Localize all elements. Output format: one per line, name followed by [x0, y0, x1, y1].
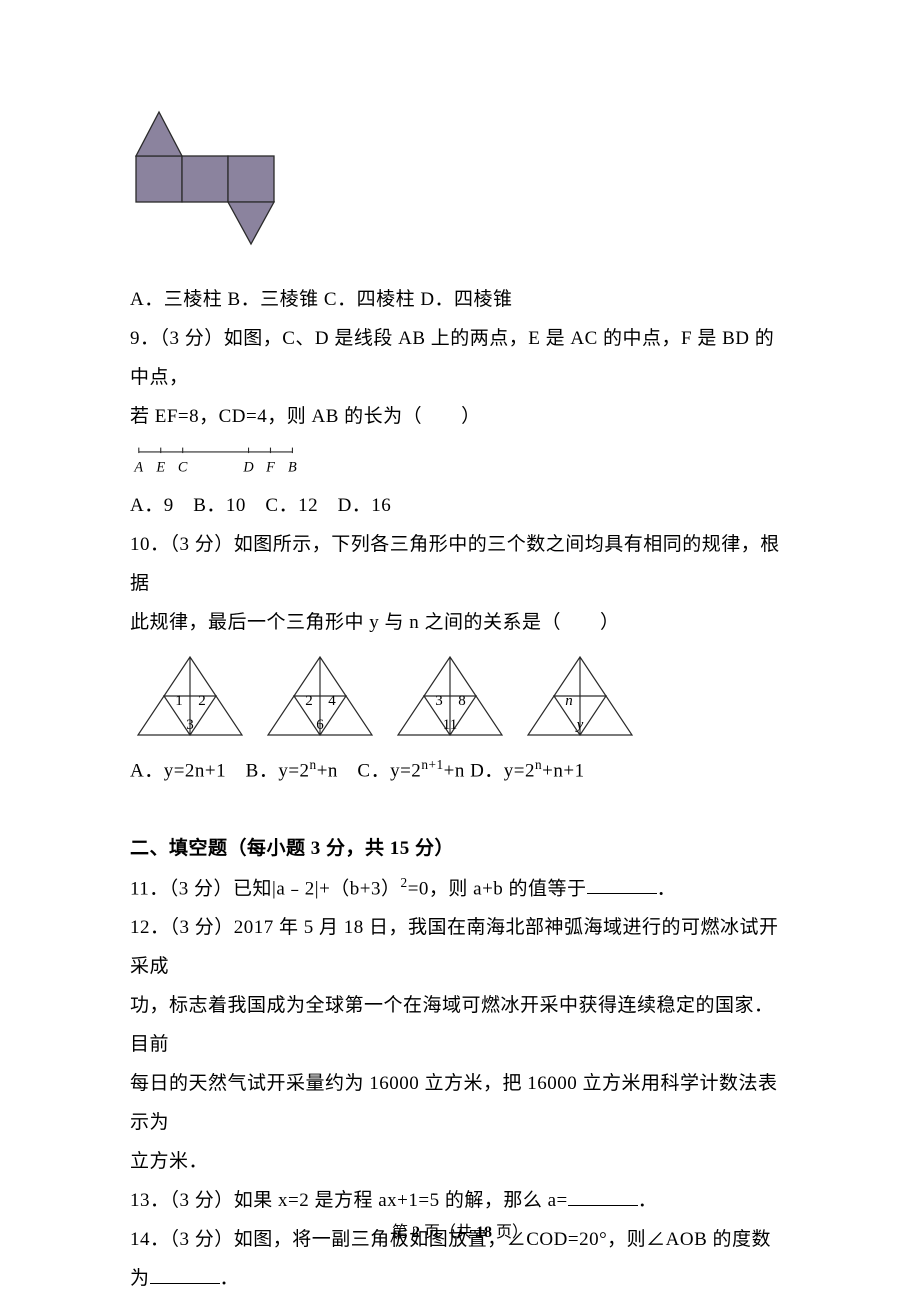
- triangle-4-svg: ny: [520, 649, 640, 745]
- svg-text:3: 3: [435, 693, 443, 709]
- q9-line2: 若 EF=8，CD=4，则 AB 的长为（ ）: [130, 398, 790, 437]
- triangle-2-svg: 246: [260, 649, 380, 745]
- svg-text:8: 8: [458, 693, 466, 709]
- q14-prefix: 为: [130, 1268, 150, 1289]
- q10c-a2: +n C．y=2: [317, 760, 422, 781]
- q11-p2: =0，则 a+b 的值等于: [408, 878, 587, 899]
- q11-blank[interactable]: [587, 874, 657, 894]
- q10c-sup1: n: [310, 757, 317, 772]
- q8-choices: A．三棱柱 B．三棱锥 C．四棱柱 D．四棱锥: [130, 281, 790, 320]
- q12-line3: 每日的天然气试开采量约为 16000 立方米，把 16000 立方米用科学计数法…: [130, 1065, 790, 1143]
- footer-p1: 第: [392, 1224, 412, 1241]
- q14-blank[interactable]: [150, 1264, 220, 1284]
- q11-line: 11．（3 分）已知|a﹣2|+（b+3）2=0，则 a+b 的值等于 ．: [130, 869, 790, 909]
- q11-period: ．: [657, 878, 677, 899]
- prism-net-svg: [130, 100, 290, 270]
- triangle-1-svg: 123: [130, 649, 250, 745]
- q11-sup: 2: [401, 875, 408, 890]
- q11-p1: 11．（3 分）已知|a﹣2|+（b+3）: [130, 878, 401, 899]
- svg-text:2: 2: [198, 693, 206, 709]
- svg-text:n: n: [565, 693, 573, 709]
- q10-choices: A．y=2n+1 B．y=2n+n C．y=2n+1+n D．y=2n+n+1: [130, 751, 790, 791]
- q10c-a4: +n+1: [542, 760, 584, 781]
- q9-figure: AEC DFB: [130, 437, 790, 487]
- spacer: [130, 791, 790, 830]
- q12-line2: 功，标志着我国成为全球第一个在海域可燃冰开采中获得连续稳定的国家．目前: [130, 987, 790, 1065]
- footer-total: 18: [476, 1224, 492, 1241]
- q9-choices: A．9 B．10 C．12 D．16: [130, 487, 790, 526]
- q10c-a: A．y=2n+1 B．y=2: [130, 760, 310, 781]
- svg-text:F: F: [265, 459, 275, 475]
- q10-figure-row: 123 246 3811 ny: [130, 649, 790, 745]
- q13-period: ．: [638, 1190, 658, 1211]
- svg-text:3: 3: [186, 717, 194, 733]
- q10c-a3: +n D．y=2: [444, 760, 535, 781]
- q10-line1: 10．（3 分）如图所示，下列各三角形中的三个数之间均具有相同的规律，根据: [130, 526, 790, 604]
- page: A．三棱柱 B．三棱锥 C．四棱柱 D．四棱锥 9．（3 分）如图，C、D 是线…: [0, 0, 920, 1302]
- svg-text:11: 11: [443, 717, 457, 733]
- q14-line2: 为．: [130, 1260, 790, 1299]
- svg-text:4: 4: [328, 693, 336, 709]
- footer-p2: 页（共: [420, 1224, 476, 1241]
- svg-text:y: y: [575, 717, 584, 733]
- q12-line4: 立方米．: [130, 1143, 790, 1182]
- section2-title: 二、填空题（每小题 3 分，共 15 分）: [130, 830, 790, 869]
- footer-p3: 页）: [492, 1224, 528, 1241]
- svg-text:E: E: [155, 459, 165, 475]
- q10c-sup2: n+1: [421, 757, 443, 772]
- page-footer: 第 2 页（共 18 页）: [0, 1218, 920, 1242]
- q10-line2: 此规律，最后一个三角形中 y 与 n 之间的关系是（ ）: [130, 604, 790, 643]
- triangle-3-svg: 3811: [390, 649, 510, 745]
- svg-text:A: A: [133, 459, 143, 475]
- q13-line: 13．（3 分）如果 x=2 是方程 ax+1=5 的解，那么 a= ．: [130, 1182, 790, 1221]
- svg-text:2: 2: [305, 693, 313, 709]
- svg-text:1: 1: [175, 693, 183, 709]
- segment-svg: AEC DFB: [130, 441, 310, 478]
- svg-text:6: 6: [316, 717, 324, 733]
- q13-blank[interactable]: [568, 1186, 638, 1206]
- svg-text:B: B: [288, 459, 297, 475]
- q9-line1: 9．（3 分）如图，C、D 是线段 AB 上的两点，E 是 AC 的中点，F 是…: [130, 320, 790, 398]
- footer-page: 2: [412, 1224, 420, 1241]
- q12-line1: 12．（3 分）2017 年 5 月 18 日，我国在南海北部神弧海域进行的可燃…: [130, 909, 790, 987]
- svg-text:C: C: [178, 459, 188, 475]
- svg-text:D: D: [242, 459, 254, 475]
- q14-period: ．: [220, 1268, 240, 1289]
- q13-p1: 13．（3 分）如果 x=2 是方程 ax+1=5 的解，那么 a=: [130, 1190, 568, 1211]
- q8-figure: [130, 100, 790, 281]
